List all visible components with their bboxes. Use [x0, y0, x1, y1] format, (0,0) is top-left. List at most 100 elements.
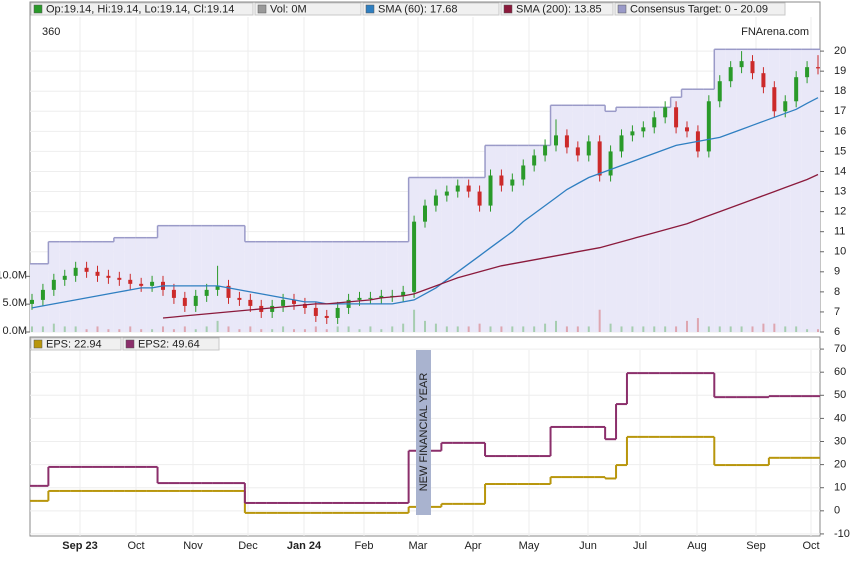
volume-bar [762, 323, 765, 332]
candle-body [750, 61, 755, 74]
target-area [517, 145, 529, 332]
volume-bar [402, 323, 405, 332]
candle-body [685, 127, 689, 132]
y-tick-label: 20 [834, 459, 846, 471]
target-area [102, 241, 114, 332]
candle-body [139, 283, 144, 286]
volume-bar [500, 326, 503, 332]
target-area [626, 107, 638, 332]
y-tick-label: 30 [834, 435, 846, 447]
target-area [364, 241, 376, 332]
legend-item [30, 337, 122, 351]
target-area [670, 97, 682, 332]
candle-body [357, 297, 362, 300]
volume-bar [445, 326, 448, 332]
volume-bar [456, 326, 459, 332]
candle-body [433, 195, 438, 206]
volume-bar [565, 326, 568, 332]
target-area [233, 225, 245, 332]
x-tick-label: Feb [355, 540, 374, 552]
x-tick-label: Apr [464, 540, 481, 552]
target-area [59, 241, 71, 332]
target-area [659, 107, 671, 332]
y-tick-label: 10 [834, 482, 846, 494]
volume-bar [489, 326, 492, 332]
volume-bar [751, 326, 754, 332]
y-tick-label: -10 [834, 528, 850, 540]
volume-bar [773, 323, 776, 332]
volume-bar [696, 318, 699, 332]
legend-swatch [33, 339, 43, 349]
x-tick-label: Aug [687, 540, 707, 552]
volume-bar [162, 326, 164, 332]
volume-bar [85, 329, 88, 332]
target-area [354, 241, 365, 332]
target-area [812, 49, 820, 332]
target-area [255, 241, 267, 332]
candle-body [84, 267, 89, 272]
volume-bar [806, 329, 809, 332]
candle-body [270, 305, 275, 312]
candle-body [51, 279, 56, 290]
target-area [572, 105, 584, 332]
x-tick-label: May [519, 540, 540, 552]
volume-bar [172, 329, 175, 332]
candle-body [739, 61, 744, 68]
sma-line [31, 97, 819, 309]
volume-bar [303, 329, 306, 332]
volume-bar [642, 326, 645, 332]
volume-tick-label: 0.0M [3, 325, 27, 337]
candle-body [597, 141, 602, 176]
volume-bar [63, 326, 66, 332]
x-tick-label: Sep 23 [62, 540, 97, 552]
target-area [419, 177, 431, 332]
volume-bar [129, 326, 132, 332]
x-tick-label: Sep [746, 540, 766, 552]
candle-body [586, 141, 591, 156]
target-area [474, 177, 486, 332]
candle-body [226, 285, 231, 298]
volume-bar [533, 326, 536, 332]
target-area [343, 241, 355, 332]
candle-body [575, 147, 580, 156]
legend-label: Op:19.14, Hi:19.14, Lo:19.14, Cl:19.14 [46, 3, 234, 15]
y-tick-label: 0 [834, 505, 840, 517]
candle-body [182, 297, 187, 306]
target-area [332, 241, 344, 332]
candle-body [313, 307, 318, 316]
target-area [528, 145, 540, 332]
candle-body [761, 73, 766, 88]
legend-item [254, 2, 362, 16]
y-tick-label: 7 [834, 306, 840, 318]
legend-item [614, 2, 786, 16]
target-area [583, 105, 595, 332]
candle-body [335, 307, 340, 318]
volume-bar [314, 326, 317, 332]
target-area [201, 225, 213, 332]
volume-bar [183, 326, 186, 332]
annotation-text: NEW FINANCIAL YEAR [418, 373, 430, 492]
legend-item [30, 2, 254, 16]
candle-body [663, 107, 668, 118]
candle-body [379, 295, 384, 298]
candle-body [73, 267, 78, 276]
volume-bar [391, 326, 394, 332]
candle-body [706, 101, 711, 152]
candle-body [292, 299, 296, 304]
legend-swatch [125, 339, 135, 349]
candle-body [62, 275, 67, 280]
target-area [681, 89, 693, 332]
legend-label: EPS: 22.94 [46, 338, 102, 350]
target-area [692, 89, 704, 332]
volume-bar [413, 309, 416, 332]
volume-bar [41, 326, 44, 332]
volume-bar [31, 326, 33, 332]
legend-swatch [257, 4, 267, 14]
x-tick-label: Dec [238, 540, 258, 552]
candle-body [510, 179, 515, 186]
volume-bar [271, 329, 274, 332]
target-area [703, 89, 715, 332]
target-area [223, 225, 234, 332]
